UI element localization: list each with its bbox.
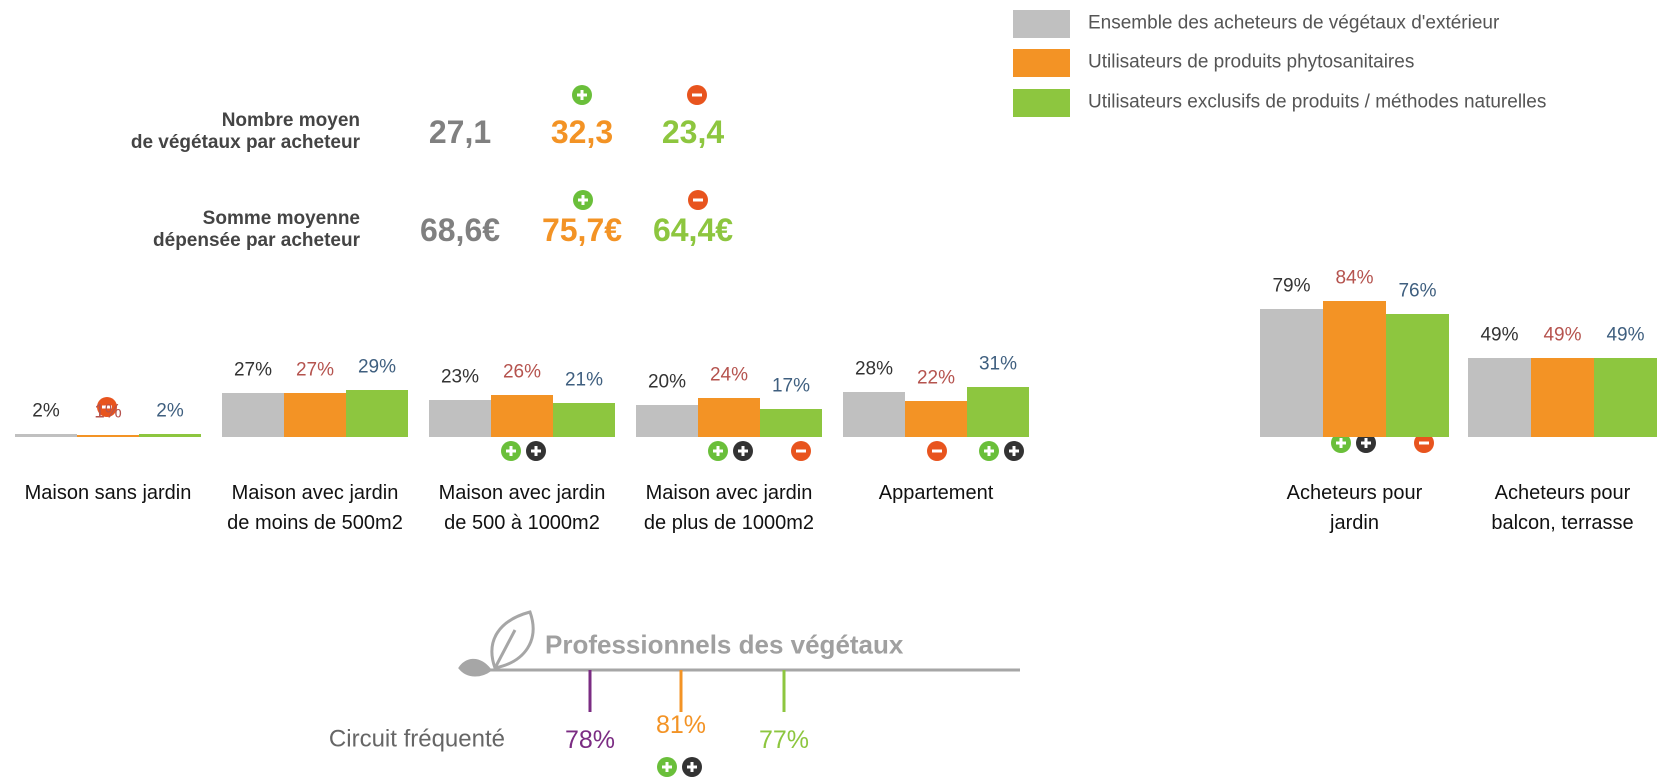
bar <box>491 395 553 437</box>
sign-icon <box>501 441 521 461</box>
value-label: 31% <box>979 353 1017 376</box>
sign-icon <box>733 441 753 461</box>
category-label: Maison sans jardin <box>25 478 192 508</box>
bar <box>843 392 905 437</box>
stat-value: 32,3 <box>551 113 613 151</box>
bar <box>222 393 284 437</box>
bar <box>553 403 615 437</box>
bar <box>139 434 201 437</box>
bar <box>429 400 491 437</box>
sign-icon <box>682 757 702 777</box>
circuit-title: Professionnels des végétaux <box>545 629 903 660</box>
stat-label: Somme moyenne dépensée par acheteur <box>153 208 360 252</box>
stat-value: 23,4 <box>662 113 724 151</box>
value-label: 76% <box>1398 280 1436 303</box>
stat-label: Nombre moyen de végétaux par acheteur <box>131 110 360 154</box>
sign-icon <box>526 441 546 461</box>
bar <box>905 401 967 437</box>
value-label: 1% <box>94 402 121 425</box>
bar <box>15 434 77 437</box>
stat-value: 27,1 <box>429 113 491 151</box>
circuit-value: 81% <box>656 710 706 740</box>
bar <box>284 393 346 437</box>
stat-value: 68,6€ <box>420 211 500 249</box>
bar <box>1386 314 1449 437</box>
bar <box>636 405 698 437</box>
value-label: 27% <box>296 360 334 383</box>
category-label: Acheteurs pour balcon, terrasse <box>1491 478 1633 538</box>
bar <box>1260 309 1323 437</box>
bar <box>1531 358 1594 437</box>
value-label: 84% <box>1335 268 1373 291</box>
value-label: 17% <box>772 376 810 399</box>
sign-icon <box>657 757 677 777</box>
category-label: Acheteurs pour jardin <box>1287 478 1423 538</box>
value-label: 21% <box>565 370 603 393</box>
legend-label: Ensemble des acheteurs de végétaux d'ext… <box>1088 13 1499 36</box>
value-label: 28% <box>855 358 893 381</box>
value-label: 24% <box>710 365 748 388</box>
legend-swatch <box>1013 10 1070 38</box>
legend-label: Utilisateurs exclusifs de produits / mét… <box>1088 92 1546 115</box>
category-label: Maison avec jardin de plus de 1000m2 <box>644 478 814 538</box>
sign-icon <box>572 85 592 105</box>
bar <box>967 387 1029 437</box>
circuit-label: Circuit fréquenté <box>329 726 505 755</box>
legend-label: Utilisateurs de produits phytosanitaires <box>1088 52 1414 75</box>
sign-icon <box>979 441 999 461</box>
sign-icon <box>573 190 593 210</box>
bar <box>77 435 139 437</box>
value-label: 26% <box>503 361 541 384</box>
category-label: Maison avec jardin de moins de 500m2 <box>227 478 403 538</box>
bar <box>1323 301 1386 437</box>
sign-icon <box>688 190 708 210</box>
value-label: 49% <box>1480 324 1518 347</box>
value-label: 2% <box>32 400 59 423</box>
value-label: 22% <box>917 368 955 391</box>
stat-value: 75,7€ <box>542 211 622 249</box>
value-label: 20% <box>648 371 686 394</box>
bar <box>1594 358 1657 437</box>
sign-icon <box>687 85 707 105</box>
sign-icon <box>791 441 811 461</box>
value-label: 49% <box>1606 324 1644 347</box>
value-label: 2% <box>156 400 183 423</box>
sign-icon <box>927 441 947 461</box>
category-label: Maison avec jardin de 500 à 1000m2 <box>439 478 606 538</box>
sign-icon <box>1004 441 1024 461</box>
value-label: 29% <box>358 357 396 380</box>
value-label: 27% <box>234 360 272 383</box>
category-label: Appartement <box>879 478 994 508</box>
bar <box>760 409 822 437</box>
infographic: Ensemble des acheteurs de végétaux d'ext… <box>0 0 1673 779</box>
circuit-value: 77% <box>759 725 809 755</box>
stat-value: 64,4€ <box>653 211 733 249</box>
value-label: 23% <box>441 366 479 389</box>
leaf-icon <box>460 612 533 675</box>
circuit-value: 78% <box>565 725 615 755</box>
value-label: 49% <box>1543 324 1581 347</box>
value-label: 79% <box>1272 276 1310 299</box>
legend-swatch <box>1013 49 1070 77</box>
sign-icon <box>708 441 728 461</box>
bar <box>346 390 408 437</box>
bar <box>698 398 760 437</box>
bar <box>1468 358 1531 437</box>
legend-swatch <box>1013 89 1070 117</box>
